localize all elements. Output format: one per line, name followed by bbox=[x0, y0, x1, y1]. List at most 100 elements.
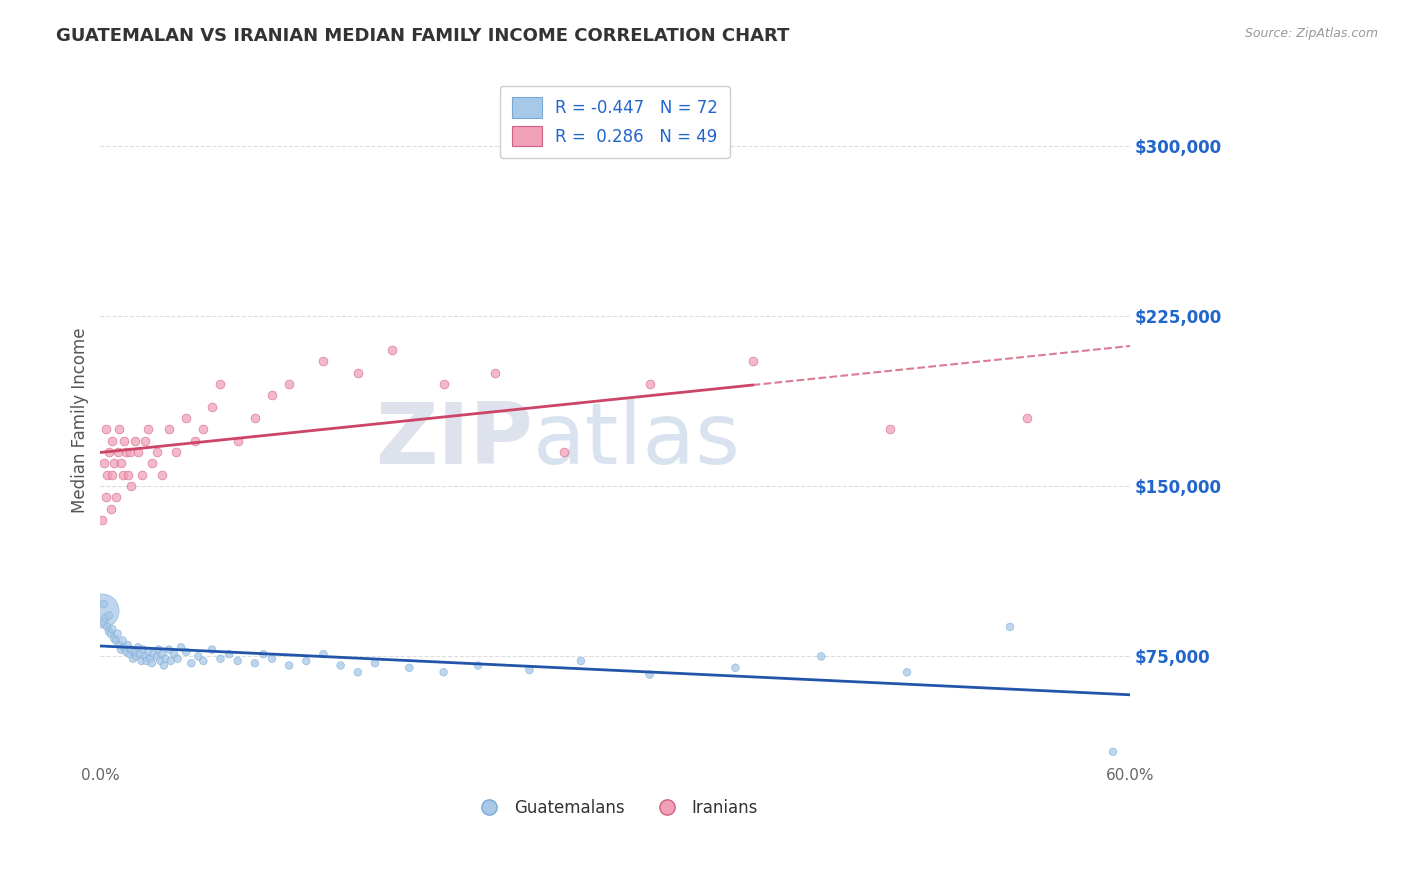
Point bbox=[141, 657, 163, 671]
Point bbox=[381, 343, 404, 357]
Point bbox=[312, 647, 335, 661]
Point bbox=[115, 445, 138, 459]
Point bbox=[364, 657, 387, 671]
Point bbox=[139, 651, 162, 665]
Point bbox=[201, 642, 224, 657]
Point bbox=[278, 376, 301, 391]
Point bbox=[346, 665, 368, 680]
Point bbox=[91, 513, 114, 527]
Point bbox=[187, 649, 209, 664]
Point bbox=[93, 597, 115, 611]
Point bbox=[166, 651, 188, 665]
Point bbox=[180, 657, 202, 671]
Point bbox=[157, 422, 180, 436]
Point bbox=[112, 434, 135, 448]
Y-axis label: Median Family Income: Median Family Income bbox=[72, 327, 89, 513]
Point bbox=[724, 661, 747, 675]
Point bbox=[1102, 745, 1125, 759]
Point bbox=[201, 400, 224, 414]
Point bbox=[346, 366, 368, 380]
Point bbox=[107, 626, 129, 640]
Point bbox=[135, 654, 157, 668]
Point bbox=[138, 422, 160, 436]
Point bbox=[134, 649, 156, 664]
Point bbox=[122, 651, 145, 665]
Point bbox=[312, 354, 335, 368]
Point bbox=[118, 647, 141, 661]
Point bbox=[433, 376, 456, 391]
Point bbox=[155, 651, 177, 665]
Point bbox=[132, 642, 155, 657]
Point bbox=[553, 445, 575, 459]
Point bbox=[146, 649, 169, 664]
Point bbox=[110, 457, 132, 471]
Point bbox=[638, 376, 661, 391]
Point bbox=[100, 626, 122, 640]
Point bbox=[131, 467, 153, 482]
Point bbox=[209, 376, 232, 391]
Point bbox=[218, 647, 240, 661]
Point bbox=[118, 445, 141, 459]
Point bbox=[124, 645, 146, 659]
Point bbox=[484, 366, 506, 380]
Point bbox=[174, 411, 197, 425]
Point bbox=[252, 647, 274, 661]
Point bbox=[112, 640, 135, 655]
Point bbox=[138, 645, 160, 659]
Point bbox=[243, 657, 266, 671]
Point bbox=[879, 422, 901, 436]
Point bbox=[398, 661, 420, 675]
Point bbox=[128, 647, 150, 661]
Point bbox=[569, 654, 592, 668]
Point bbox=[741, 354, 763, 368]
Point bbox=[125, 649, 148, 664]
Point bbox=[91, 604, 114, 618]
Legend: Guatemalans, Iranians: Guatemalans, Iranians bbox=[465, 792, 765, 823]
Point bbox=[295, 654, 318, 668]
Point bbox=[638, 667, 661, 681]
Point bbox=[104, 491, 127, 505]
Point bbox=[120, 479, 142, 493]
Point bbox=[141, 457, 163, 471]
Point bbox=[146, 445, 169, 459]
Point bbox=[93, 615, 115, 630]
Point bbox=[142, 647, 165, 661]
Point bbox=[117, 638, 139, 652]
Point bbox=[97, 624, 120, 639]
Point bbox=[127, 640, 149, 655]
Point bbox=[193, 422, 215, 436]
Point bbox=[134, 434, 156, 448]
Point bbox=[157, 642, 180, 657]
Point bbox=[108, 638, 131, 652]
Text: Source: ZipAtlas.com: Source: ZipAtlas.com bbox=[1244, 27, 1378, 40]
Point bbox=[159, 654, 181, 668]
Point bbox=[94, 422, 117, 436]
Point bbox=[163, 647, 186, 661]
Point bbox=[278, 658, 301, 673]
Point bbox=[174, 645, 197, 659]
Point bbox=[97, 445, 120, 459]
Text: atlas: atlas bbox=[533, 400, 741, 483]
Point bbox=[150, 647, 173, 661]
Point bbox=[184, 434, 207, 448]
Point bbox=[896, 665, 918, 680]
Point bbox=[96, 620, 118, 634]
Point bbox=[117, 467, 139, 482]
Text: ZIP: ZIP bbox=[375, 400, 533, 483]
Point bbox=[131, 654, 153, 668]
Point bbox=[519, 663, 541, 677]
Point bbox=[433, 665, 456, 680]
Point bbox=[1017, 411, 1039, 425]
Point bbox=[170, 640, 193, 655]
Point bbox=[124, 434, 146, 448]
Point bbox=[101, 467, 124, 482]
Point bbox=[226, 654, 249, 668]
Point bbox=[165, 445, 187, 459]
Text: GUATEMALAN VS IRANIAN MEDIAN FAMILY INCOME CORRELATION CHART: GUATEMALAN VS IRANIAN MEDIAN FAMILY INCO… bbox=[56, 27, 790, 45]
Point bbox=[260, 651, 283, 665]
Point bbox=[101, 622, 124, 636]
Point bbox=[120, 642, 142, 657]
Point bbox=[94, 611, 117, 625]
Point bbox=[148, 642, 170, 657]
Point bbox=[193, 654, 215, 668]
